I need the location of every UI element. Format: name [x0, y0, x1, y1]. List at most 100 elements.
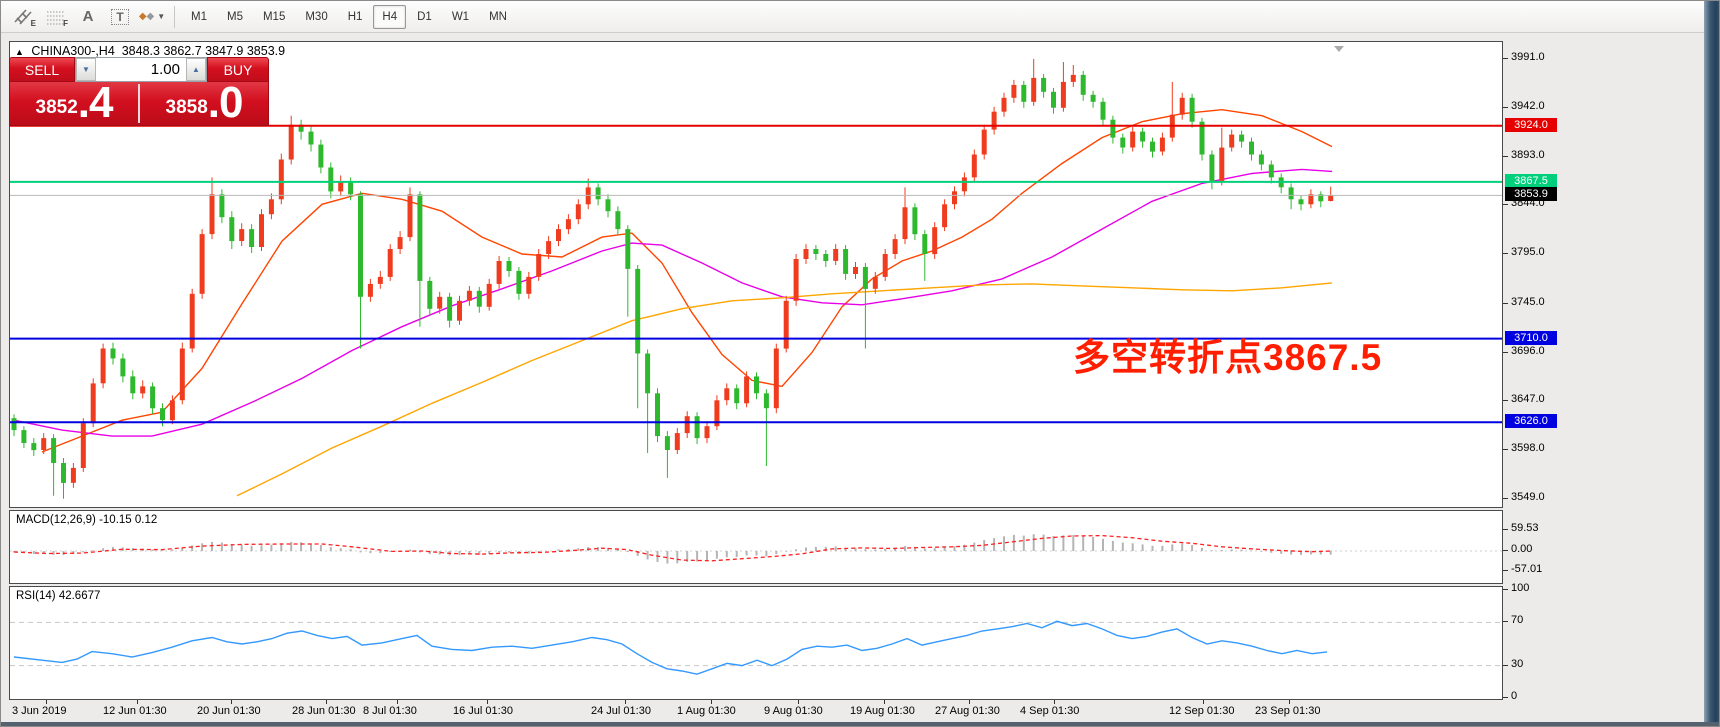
price-badge-3710.0: 3710.0: [1505, 330, 1557, 345]
candle-body: [843, 249, 849, 274]
rsi-indicator-pane[interactable]: RSI(14) 42.6677: [9, 586, 1503, 700]
timeframe-button-m30[interactable]: M30: [305, 10, 328, 23]
timeframe-button-m1[interactable]: M1: [191, 10, 207, 23]
candle-body: [1209, 154, 1215, 182]
candle-body: [328, 167, 334, 192]
rsi-line: [13, 620, 1328, 675]
candle-body: [1130, 131, 1136, 148]
volume-increase-button[interactable]: ▲: [186, 58, 206, 81]
shapes-tool-button[interactable]: ◆◆ ▼: [137, 4, 167, 30]
candle-body: [853, 267, 858, 274]
symbol-name: CHINA300-,H4: [31, 44, 115, 58]
timeframe-button-mn[interactable]: MN: [489, 10, 507, 23]
text-tool-button[interactable]: A: [73, 4, 103, 30]
candle-body: [912, 207, 918, 235]
price-tick-label-mark: [1503, 58, 1508, 59]
price-tick-label-mark: [1503, 351, 1508, 353]
price-badge-3867.5: 3867.5: [1505, 173, 1557, 188]
candle-body: [189, 293, 195, 349]
candle-body: [427, 280, 433, 309]
candle-body: [1100, 101, 1106, 120]
timeframe-button-h4[interactable]: H4: [373, 4, 407, 29]
candle-body: [1051, 91, 1056, 108]
candle-body: [1298, 199, 1304, 205]
candle-body: [526, 276, 532, 294]
ask-main-digits: 3858: [165, 97, 208, 118]
equidistant-channel-tool-button[interactable]: E: [9, 4, 39, 30]
time-tick-mark: [1289, 700, 1290, 704]
candle-body: [1239, 134, 1245, 142]
dropdown-arrow-icon: ▼: [157, 12, 166, 21]
timeframe-button-d1[interactable]: D1: [417, 10, 432, 23]
bid-price[interactable]: 3852.4: [10, 81, 138, 125]
candle-body: [80, 423, 86, 468]
collapse-panel-arrow[interactable]: ▲: [15, 47, 24, 57]
label-tool-button[interactable]: T: [105, 4, 135, 30]
candle-body: [1268, 164, 1274, 178]
price-tick-label: 3795.0: [1511, 246, 1545, 259]
time-tick-label: 12 Sep 01:30: [1169, 705, 1235, 717]
candle-body: [150, 386, 156, 409]
macd-label: MACD(12,26,9) -10.15 0.12: [16, 514, 158, 526]
candle-body: [1090, 94, 1096, 102]
macd-canvas[interactable]: [10, 511, 1502, 583]
price-axis[interactable]: 3991.0 3942.0 3893.0 3844.0 3795.0 3745.0 3696…: [1503, 41, 1703, 721]
candlestick-canvas[interactable]: [10, 42, 1502, 507]
time-tick-mark: [711, 700, 712, 704]
candle-body: [268, 199, 274, 215]
time-tick-label: 1 Aug 01:30: [677, 705, 736, 717]
candle-body: [1199, 121, 1205, 155]
macd-tick-label: -57.01: [1511, 562, 1543, 575]
candle-body: [1318, 194, 1324, 202]
candle-body: [684, 416, 690, 434]
fibonacci-grid-tool-button[interactable]: F: [41, 4, 71, 30]
rsi-tick-label: 70: [1511, 614, 1524, 627]
candle-body: [932, 227, 938, 255]
price-tick-label: 3991.0: [1511, 51, 1545, 63]
candle-body: [991, 111, 997, 130]
price-tick-label: 3598.0: [1511, 442, 1545, 455]
candle-body: [1021, 84, 1027, 102]
candle-body: [437, 296, 443, 309]
candle-body: [169, 400, 175, 421]
symbol-ohlc: 3848.3 3862.7 3847.9 3853.9: [121, 44, 286, 58]
chart-toolbar: E F A T ◆◆ ▼ M1 M5 M15 M30 H1 H4 D1 W1 MN: [1, 1, 1719, 33]
time-tick-label: 16 Jul 01:30: [453, 705, 513, 717]
chart-shift-marker-icon[interactable]: [1334, 46, 1344, 52]
ask-price[interactable]: 3858.0: [140, 81, 268, 125]
volume-input[interactable]: [96, 58, 186, 81]
candle-body: [110, 348, 116, 359]
label-t-icon: T: [111, 8, 129, 25]
candle-body: [674, 433, 680, 450]
sell-button[interactable]: SELL: [9, 57, 75, 82]
time-tick-label: 28 Jun 01:30: [292, 705, 356, 717]
candle-body: [575, 204, 581, 220]
time-axis[interactable]: 3 Jun 2019 12 Jun 01:30 20 Jun 01:30 28 Jun…: [9, 700, 1503, 721]
time-tick-label: 8 Jul 01:30: [363, 705, 417, 717]
time-tick-label: 27 Aug 01:30: [935, 705, 1000, 717]
buy-button[interactable]: BUY: [207, 57, 269, 82]
candle-body: [655, 393, 660, 437]
timeframe-button-h1[interactable]: H1: [347, 10, 363, 23]
trade-buttons-row: SELL ▼ ▲ BUY: [9, 57, 269, 82]
rsi-tick-label: 0: [1511, 690, 1518, 702]
timeframe-button-m15[interactable]: M15: [262, 10, 286, 23]
candle-body: [813, 249, 819, 254]
time-tick-mark: [487, 700, 488, 704]
macd-tick-label: 59.53: [1511, 522, 1539, 535]
candle-body: [754, 376, 759, 394]
rsi-canvas[interactable]: [10, 587, 1502, 699]
timeframe-button-w1[interactable]: W1: [451, 10, 470, 23]
price-tick-label: 3549.0: [1511, 490, 1545, 503]
candle-body: [397, 237, 403, 249]
one-click-trading-panel: SELL ▼ ▲ BUY 3852.4 3858.0: [9, 57, 269, 126]
timeframe-button-m5[interactable]: M5: [226, 10, 243, 23]
macd-indicator-pane[interactable]: MACD(12,26,9) -10.15 0.12: [9, 510, 1503, 584]
window-right-border: [1704, 1, 1719, 726]
volume-decrease-button[interactable]: ▼: [76, 58, 96, 81]
price-badge-3924.0: 3924.0: [1505, 117, 1557, 132]
time-tick-mark: [326, 700, 327, 704]
candle-body: [734, 388, 740, 404]
candle-body: [179, 348, 185, 401]
time-tick-label: 24 Jul 01:30: [591, 705, 651, 717]
